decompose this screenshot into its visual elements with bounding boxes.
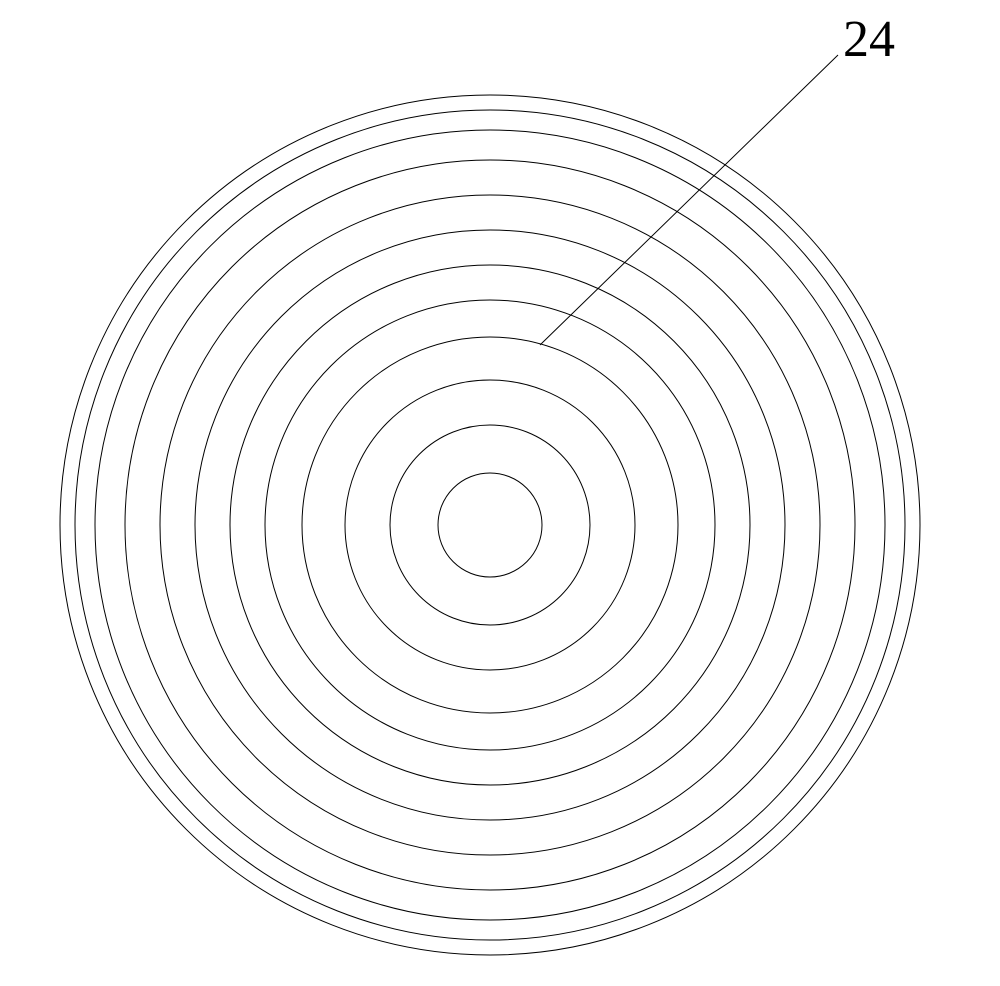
diagram-container: 24 bbox=[0, 0, 1000, 981]
concentric-circle-3 bbox=[302, 337, 678, 713]
concentric-circle-10 bbox=[75, 110, 905, 940]
concentric-circle-0 bbox=[438, 473, 542, 577]
concentric-circle-8 bbox=[125, 160, 855, 890]
callout-label: 24 bbox=[843, 10, 895, 69]
concentric-circle-4 bbox=[265, 300, 715, 750]
concentric-circle-1 bbox=[390, 425, 590, 625]
concentric-circle-7 bbox=[160, 195, 820, 855]
leader-line bbox=[540, 55, 838, 345]
concentric-circle-6 bbox=[195, 230, 785, 820]
concentric-circle-5 bbox=[230, 265, 750, 785]
concentric-circles-diagram bbox=[0, 0, 1000, 981]
concentric-circle-11 bbox=[60, 95, 920, 955]
concentric-circle-9 bbox=[95, 130, 885, 920]
concentric-circle-2 bbox=[345, 380, 635, 670]
